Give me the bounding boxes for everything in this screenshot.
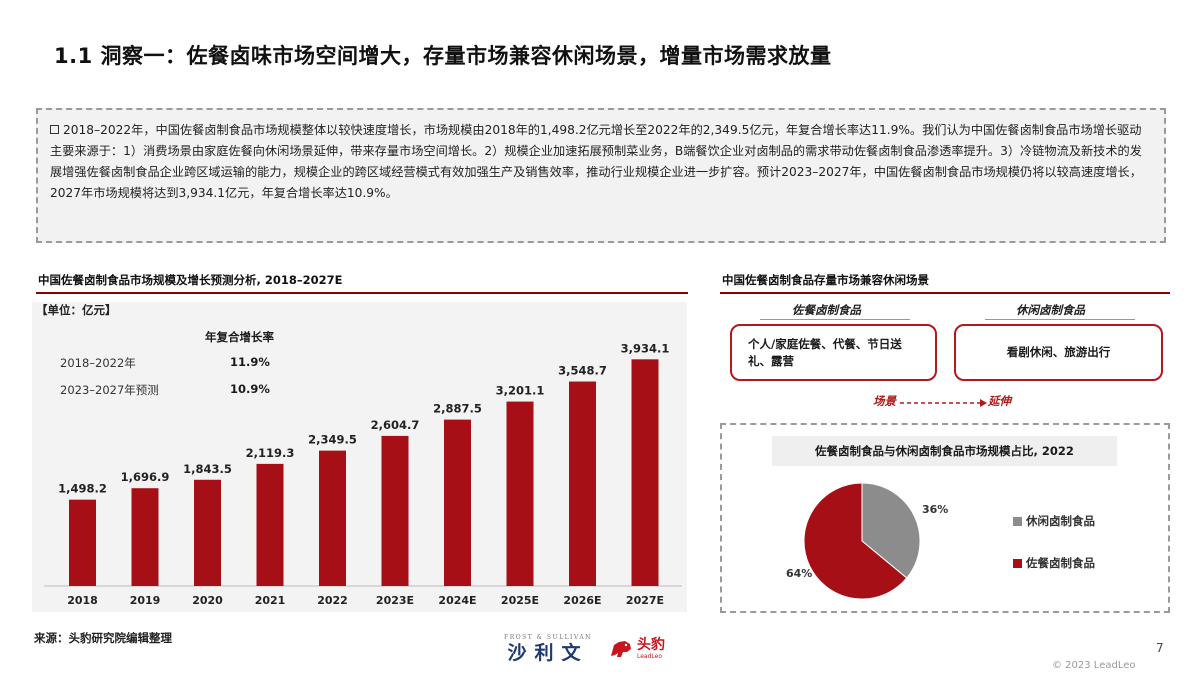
bar-2023E [381,435,409,586]
bar-chart: 1,498.2 2018 1,696.9 2019 1,843.5 2020 2,119.3… [44,341,682,607]
pie-chart [803,482,921,600]
legend-meal: 佐餐卤制食品 [1013,555,1095,571]
value-label-2021: 2,119.3 [246,446,295,460]
leadleo-logo: 头豹 LeadLeo [608,636,665,662]
value-label-2024E: 2,887.5 [433,402,482,416]
extension-arrow-icon [900,399,987,407]
section-rule-right [720,292,1170,294]
pie-label-leisure: 36% [922,503,949,516]
category-label-2024E: 2024E [438,594,476,607]
legend-leisure: 休闲卤制食品 [1013,513,1095,529]
legend-swatch-grey [1013,516,1022,526]
pie-slice-0 [861,482,921,579]
leisure-scenario-text: 看剧休闲、旅游出行 [1006,345,1111,359]
category-label-2022: 2022 [317,594,348,607]
bar-2022 [319,450,346,586]
cagr-value-1: 11.9% [230,355,270,369]
category-label-2021: 2021 [255,594,286,607]
frost-sullivan-logo: FROST & SULLIVAN 沙利文 [496,634,600,665]
value-label-2018: 1,498.2 [58,482,107,496]
frost-logo-top: FROST & SULLIVAN [504,634,592,641]
meal-scenario-box: 个人/家庭佐餐、代餐、节日送礼、露营 [730,324,937,381]
leadleo-cn: 头豹 [637,637,665,653]
bar-2021 [256,463,284,586]
category-label-2023E: 2023E [376,594,414,607]
pie-title: 佐餐卤制食品与休闲卤制食品市场规模占比, 2022 [772,436,1117,466]
legend-label-meal: 佐餐卤制食品 [1026,556,1095,570]
category-label-2019: 2019 [130,594,161,607]
value-label-2025E: 3,201.1 [496,384,545,398]
checkbox-icon [50,125,59,134]
category-underline-2 [985,319,1135,320]
category-label-2025E: 2025E [501,594,539,607]
category-underline-1 [760,319,910,320]
page-title: 1.1 洞察一：佐餐卤味市场空间增大，存量市场兼容休闲场景，增量市场需求放量 [54,44,832,68]
flow-word-scene: 场景 [873,394,896,408]
source-note: 来源：头豹研究院编辑整理 [34,631,172,645]
summary-text: 2018–2022年，中国佐餐卤制食品市场规模整体以较快速度增长，市场规模由20… [50,123,1142,200]
bar-chart-section-title: 中国佐餐卤制食品市场规模及增长预测分析, 2018–2027E [38,273,343,287]
leopard-icon [611,641,631,657]
bar-2024E [444,419,471,586]
section-rule [36,292,688,294]
category-label-2018: 2018 [67,594,98,607]
value-label-2023E: 2,604.7 [371,418,420,432]
category-title-meal: 佐餐卤制食品 [792,303,861,317]
unit-label: 【单位：亿元】 [36,303,117,317]
bar-2020 [194,479,221,586]
value-label-2022: 2,349.5 [308,433,357,447]
category-label-2027E: 2027E [626,594,664,607]
cagr-value-2: 10.9% [230,382,270,396]
value-label-2019: 1,696.9 [121,470,170,484]
cagr-label-2: 2023–2027年预测 [60,383,159,397]
category-label-2020: 2020 [192,594,223,607]
bar-2027E [631,359,659,586]
leisure-scenario-box: 看剧休闲、旅游出行 [954,324,1163,381]
flow-word-extend: 延伸 [988,394,1011,408]
value-label-2027E: 3,934.1 [621,341,670,355]
legend-label-leisure: 休闲卤制食品 [1026,514,1095,528]
category-title-leisure: 休闲卤制食品 [1016,303,1085,317]
cagr-label-1: 2018–2022年 [60,356,136,370]
value-label-2026E: 3,548.7 [558,364,607,378]
summary-box: 2018–2022年，中国佐餐卤制食品市场规模整体以较快速度增长，市场规模由20… [36,108,1166,243]
bar-2025E [506,401,534,586]
bar-2019 [131,488,159,586]
meal-scenario-text: 个人/家庭佐餐、代餐、节日送礼、露营 [748,336,902,368]
page-number: 7 [1156,641,1164,655]
bar-2018 [69,499,96,586]
scenario-section-title: 中国佐餐卤制食品存量市场兼容休闲场景 [722,273,929,287]
copyright: © 2023 LeadLeo [1052,660,1136,671]
frost-logo-cn: 沙利文 [507,642,589,664]
value-label-2020: 1,843.5 [183,462,232,476]
bar-2026E [569,381,596,586]
leadleo-en: LeadLeo [637,653,663,660]
category-label-2026E: 2026E [563,594,601,607]
legend-swatch-red [1013,558,1022,568]
pie-slice-1 [803,482,908,600]
cagr-header: 年复合增长率 [205,330,274,344]
pie-label-meal: 64% [786,567,813,580]
